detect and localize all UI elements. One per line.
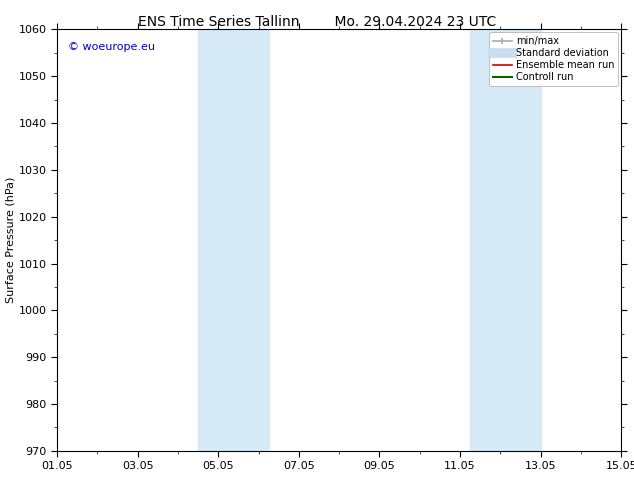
Text: ENS Time Series Tallinn        Mo. 29.04.2024 23 UTC: ENS Time Series Tallinn Mo. 29.04.2024 2… [138,15,496,29]
Bar [198,29,269,451]
Legend: min/max, Standard deviation, Ensemble mean run, Controll run: min/max, Standard deviation, Ensemble me… [489,32,618,86]
Text: © woeurope.eu: © woeurope.eu [68,42,155,52]
Bar [470,29,541,451]
Y-axis label: Surface Pressure (hPa): Surface Pressure (hPa) [6,177,16,303]
